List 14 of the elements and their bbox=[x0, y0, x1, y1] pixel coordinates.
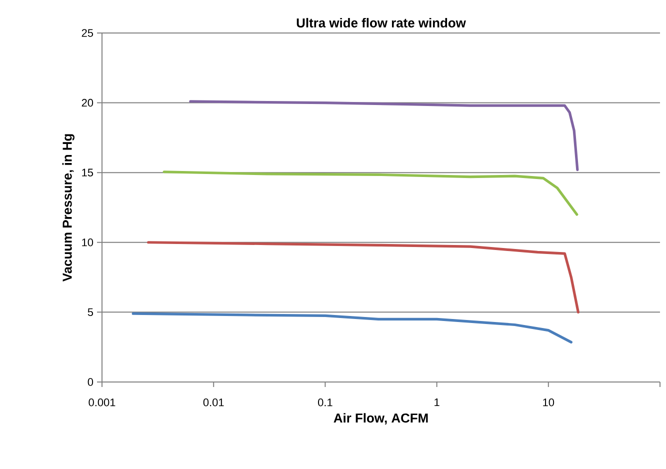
y-tick-label: 20 bbox=[82, 98, 94, 107]
y-tick-label: 0 bbox=[88, 378, 94, 386]
x-tick-label: 0.01 bbox=[203, 398, 224, 406]
x-tick-label: 10 bbox=[543, 398, 554, 406]
chart-title: Ultra wide flow rate window bbox=[296, 18, 466, 28]
x-tick-label: 0.001 bbox=[88, 398, 116, 406]
y-tick-label: 5 bbox=[88, 308, 94, 316]
y-tick-label: 25 bbox=[82, 29, 94, 37]
x-axis-title: Air Flow, ACFM bbox=[334, 413, 428, 424]
y-tick-label: 15 bbox=[82, 168, 94, 176]
y-tick-label: 10 bbox=[82, 238, 94, 246]
x-tick-label: 0.1 bbox=[318, 398, 332, 406]
x-tick-label: 1 bbox=[434, 398, 440, 406]
y-axis-title: Vacuum Pressure, in Hg bbox=[62, 134, 74, 282]
